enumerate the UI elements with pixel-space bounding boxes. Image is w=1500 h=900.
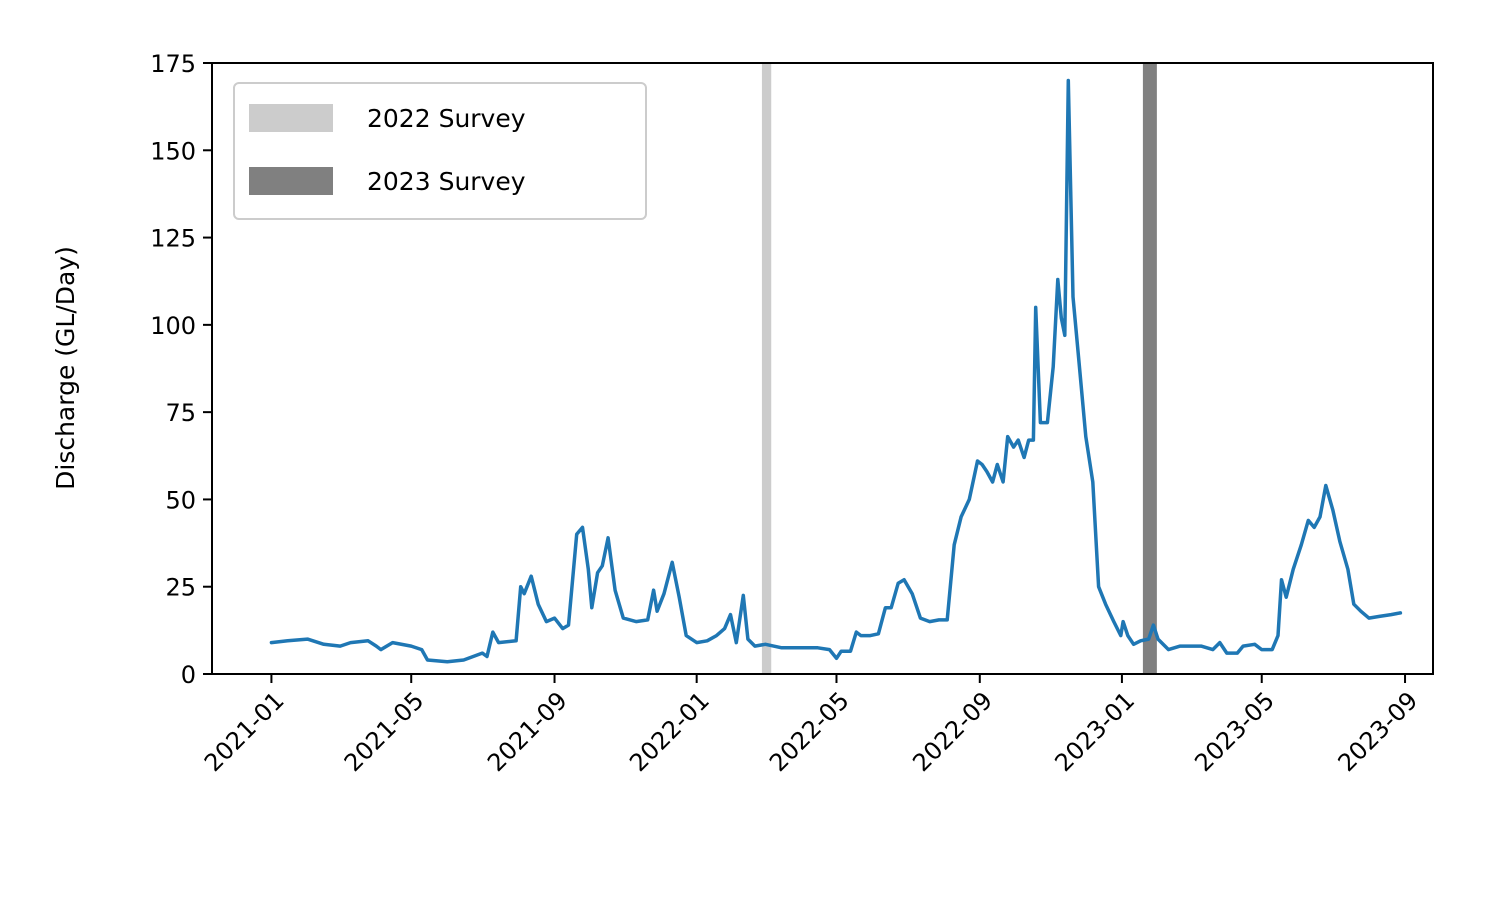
legend: 2022 Survey 2023 Survey (233, 82, 647, 220)
y-axis-label: Discharge (GL/Day) (51, 246, 80, 490)
legend-label-2: 2023 Survey (367, 167, 526, 196)
y-axis: 0 25 50 75 100 125 150 175 (150, 50, 212, 689)
y-tick-label-5: 100 (150, 312, 196, 340)
plot-frame (211, 62, 1434, 675)
legend-label-1: 2022 Survey (367, 104, 526, 133)
y-tick-label-6: 125 (150, 225, 196, 253)
y-tick-label-8: 175 (150, 50, 196, 78)
y-tick-label-3: 50 (165, 486, 196, 514)
series-line-1 (269, 78, 1403, 664)
y-tick-label-1: 0 (181, 661, 196, 689)
series-layer (269, 78, 1403, 664)
y-tick-label-4: 75 (165, 399, 196, 427)
y-tick-label-7: 150 (150, 137, 196, 165)
survey-spans (761, 63, 1157, 674)
legend-swatch-1 (249, 104, 333, 132)
y-tick-label-2: 25 (165, 574, 196, 602)
legend-frame (233, 82, 647, 220)
survey-span-1 (761, 63, 772, 674)
legend-swatch-2 (249, 167, 333, 195)
survey-span-2 (1142, 63, 1157, 674)
